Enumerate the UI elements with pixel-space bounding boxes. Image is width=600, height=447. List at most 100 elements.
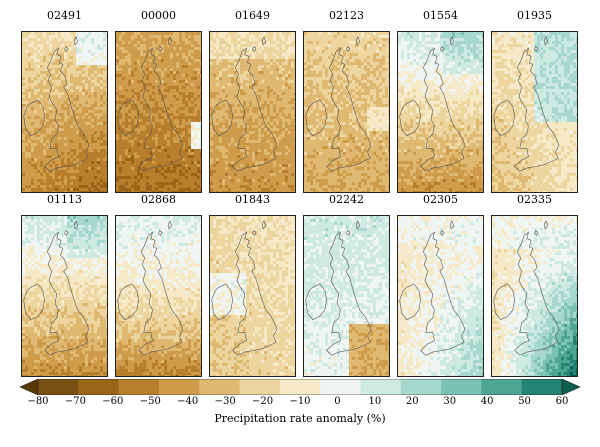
anomaly-cell bbox=[249, 125, 252, 128]
anomaly-cell bbox=[28, 32, 31, 35]
anomaly-cell bbox=[131, 80, 134, 83]
anomaly-cell bbox=[191, 98, 194, 101]
anomaly-cell bbox=[61, 101, 64, 104]
anomaly-cell bbox=[40, 140, 43, 143]
anomaly-cell bbox=[91, 119, 94, 122]
anomaly-cell bbox=[276, 182, 279, 185]
anomaly-cell bbox=[116, 134, 119, 137]
anomaly-cell bbox=[182, 71, 185, 74]
anomaly-cell bbox=[58, 101, 61, 104]
anomaly-cell bbox=[200, 161, 201, 164]
anomaly-cell bbox=[179, 65, 182, 68]
anomaly-cell bbox=[125, 71, 128, 74]
anomaly-cell bbox=[116, 47, 119, 50]
anomaly-cell bbox=[70, 80, 73, 83]
anomaly-cell bbox=[116, 65, 119, 68]
anomaly-cell bbox=[285, 191, 288, 192]
anomaly-cell bbox=[222, 125, 225, 128]
anomaly-cell bbox=[52, 176, 55, 179]
anomaly-cell bbox=[222, 92, 225, 95]
anomaly-cell bbox=[249, 62, 252, 65]
anomaly-cell bbox=[349, 44, 352, 47]
anomaly-cell bbox=[219, 92, 222, 95]
anomaly-cell bbox=[264, 74, 267, 77]
anomaly-cell bbox=[170, 62, 173, 65]
anomaly-cell bbox=[307, 35, 310, 38]
anomaly-cell bbox=[246, 158, 249, 161]
anomaly-cell bbox=[40, 110, 43, 113]
anomaly-cell bbox=[331, 32, 334, 35]
anomaly-cell bbox=[128, 77, 131, 80]
anomaly-cell bbox=[173, 158, 176, 161]
anomaly-cell bbox=[106, 146, 107, 149]
anomaly-cell bbox=[103, 140, 106, 143]
anomaly-cell bbox=[134, 158, 137, 161]
anomaly-cell bbox=[34, 155, 37, 158]
anomaly-cell bbox=[40, 95, 43, 98]
anomaly-cell bbox=[237, 107, 240, 110]
anomaly-cell bbox=[128, 86, 131, 89]
anomaly-cell bbox=[210, 176, 213, 179]
anomaly-cell bbox=[25, 140, 28, 143]
anomaly-cell bbox=[125, 113, 128, 116]
anomaly-cell bbox=[167, 188, 170, 191]
anomaly-cell bbox=[91, 185, 94, 188]
anomaly-cell bbox=[58, 89, 61, 92]
anomaly-cell bbox=[70, 104, 73, 107]
anomaly-cell bbox=[125, 44, 128, 47]
anomaly-cell bbox=[170, 167, 173, 170]
anomaly-cell bbox=[279, 143, 282, 146]
anomaly-cell bbox=[325, 35, 328, 38]
anomaly-cell bbox=[261, 107, 264, 110]
anomaly-cell bbox=[264, 125, 267, 128]
anomaly-cell bbox=[40, 191, 43, 192]
anomaly-cell bbox=[276, 98, 279, 101]
anomaly-cell bbox=[131, 62, 134, 65]
anomaly-cell bbox=[273, 50, 276, 53]
anomaly-cell bbox=[273, 164, 276, 167]
anomaly-cell bbox=[137, 173, 140, 176]
anomaly-cell bbox=[58, 140, 61, 143]
anomaly-cell bbox=[225, 173, 228, 176]
anomaly-cell bbox=[340, 47, 343, 50]
anomaly-cell bbox=[234, 155, 237, 158]
anomaly-cell bbox=[143, 137, 146, 140]
anomaly-cell bbox=[122, 38, 125, 41]
anomaly-cell bbox=[82, 104, 85, 107]
anomaly-cell bbox=[55, 65, 58, 68]
anomaly-cell bbox=[288, 65, 291, 68]
anomaly-cell bbox=[158, 116, 161, 119]
anomaly-cell bbox=[222, 158, 225, 161]
anomaly-cell bbox=[67, 104, 70, 107]
anomaly-cell bbox=[170, 65, 173, 68]
anomaly-cell bbox=[28, 95, 31, 98]
anomaly-cell bbox=[282, 140, 285, 143]
anomaly-cell bbox=[22, 104, 25, 107]
anomaly-cell bbox=[70, 44, 73, 47]
anomaly-cell bbox=[49, 101, 52, 104]
anomaly-cell bbox=[28, 104, 31, 107]
anomaly-cell bbox=[246, 101, 249, 104]
anomaly-cell bbox=[243, 137, 246, 140]
anomaly-cell bbox=[103, 47, 106, 50]
anomaly-cell bbox=[46, 71, 49, 74]
anomaly-cell bbox=[106, 131, 107, 134]
anomaly-cell bbox=[140, 113, 143, 116]
anomaly-cell bbox=[291, 56, 294, 59]
anomaly-cell bbox=[267, 68, 270, 71]
anomaly-cell bbox=[43, 77, 46, 80]
anomaly-cell bbox=[270, 74, 273, 77]
anomaly-cell bbox=[40, 32, 43, 35]
anomaly-cell bbox=[58, 143, 61, 146]
anomaly-cell bbox=[128, 164, 131, 167]
anomaly-cell bbox=[88, 125, 91, 128]
anomaly-cell bbox=[273, 146, 276, 149]
anomaly-cell bbox=[73, 68, 76, 71]
anomaly-cell bbox=[225, 155, 228, 158]
anomaly-cell bbox=[267, 41, 270, 44]
anomaly-cell bbox=[70, 98, 73, 101]
anomaly-cell bbox=[88, 182, 91, 185]
anomaly-cell bbox=[222, 188, 225, 191]
anomaly-cell bbox=[364, 35, 367, 38]
anomaly-cell bbox=[246, 149, 249, 152]
